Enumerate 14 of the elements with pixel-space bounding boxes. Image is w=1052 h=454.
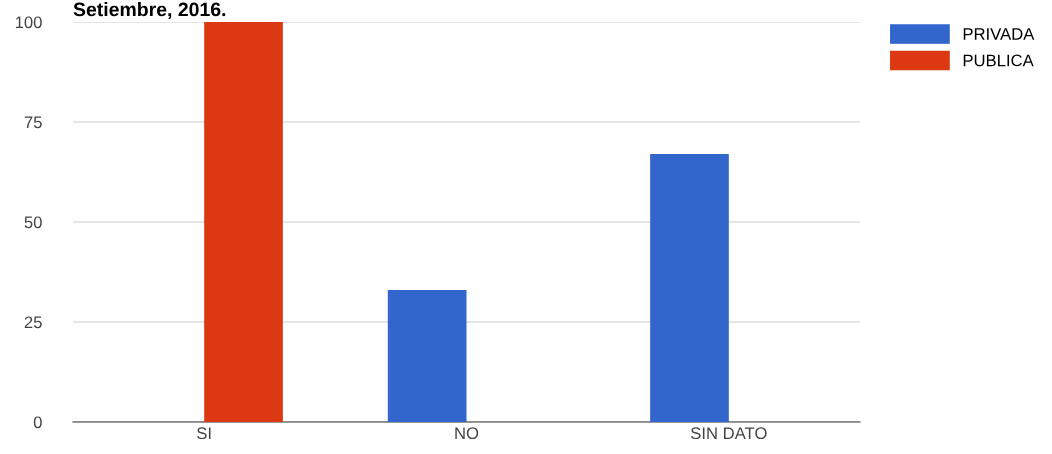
y-tick-label: 0 xyxy=(33,416,42,429)
y-tick-label: 75 xyxy=(24,116,42,129)
y-tick-label: 25 xyxy=(24,316,42,329)
bar xyxy=(650,154,729,422)
chart-title: Setiembre, 2016. xyxy=(73,2,226,20)
x-tick-label: SIN DATO xyxy=(691,427,767,440)
y-tick-label: 50 xyxy=(24,216,42,229)
bar xyxy=(204,22,283,422)
x-tick-label: NO xyxy=(455,427,479,440)
bar xyxy=(387,290,467,422)
y-tick-label: 100 xyxy=(15,16,42,29)
legend-label: PRIVADA xyxy=(963,28,1035,40)
x-tick-label: SI xyxy=(197,427,211,440)
legend-label: PUBLICA xyxy=(963,54,1034,67)
